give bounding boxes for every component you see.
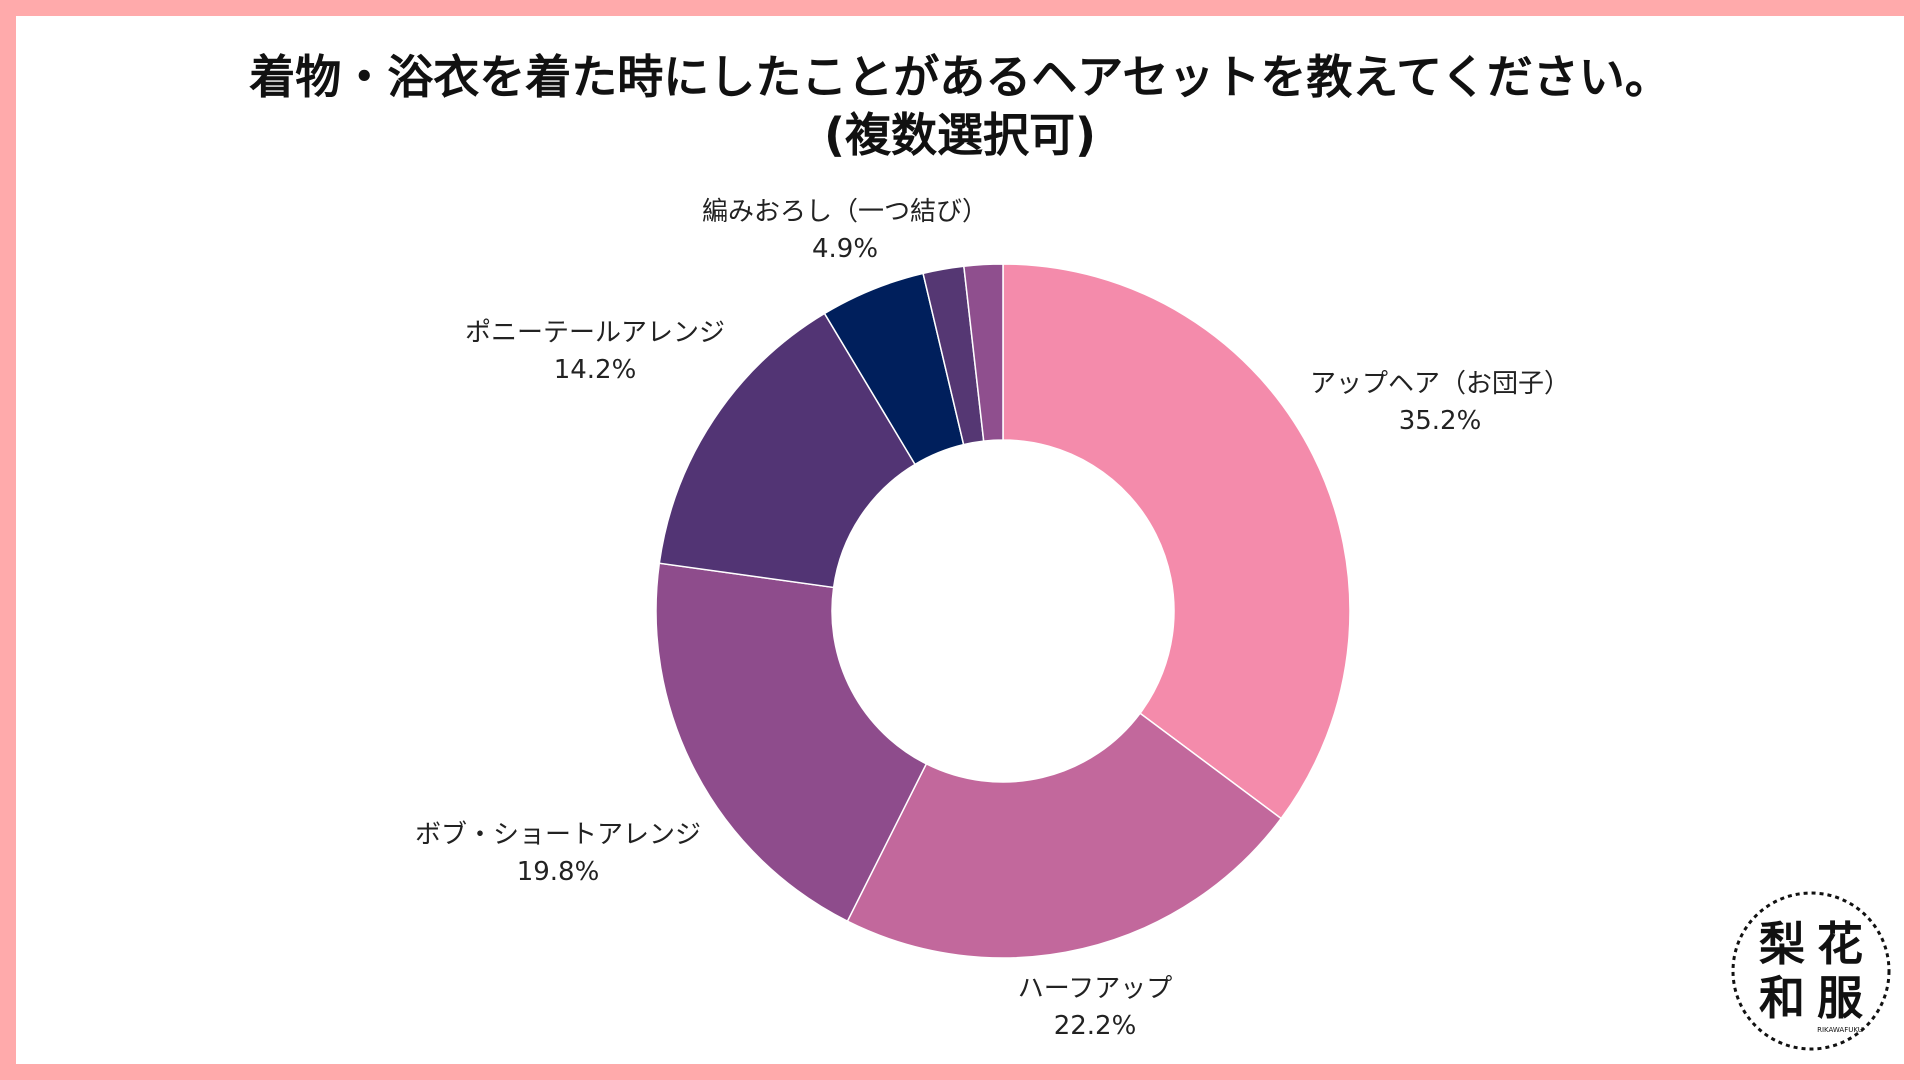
slice-value-5: 4.9% bbox=[812, 234, 878, 264]
donut-slice-3 bbox=[655, 562, 928, 923]
logo-char-4: 服 bbox=[1817, 971, 1863, 1025]
rikawafuku-logo: 梨 花 和 服 RIKAWAFUKU bbox=[1731, 891, 1891, 1051]
chart-title-line2: (複数選択可) bbox=[823, 108, 1097, 162]
slice-label-1: アップヘア（お団子） bbox=[1310, 369, 1570, 399]
logo-char-3: 和 bbox=[1759, 971, 1805, 1025]
donut-slice-7 bbox=[963, 263, 1004, 442]
slice-label-5: 編みおろし（一つ結び） bbox=[702, 197, 988, 227]
slice-value-2: 22.2% bbox=[1054, 1011, 1137, 1041]
slice-label-2: ハーフアップ bbox=[1018, 974, 1172, 1004]
donut-slice-1 bbox=[1002, 263, 1351, 820]
slice-label-4: ポニーテールアレンジ bbox=[465, 318, 725, 348]
slice-label-3: ボブ・ショートアレンジ bbox=[415, 820, 701, 850]
logo-char-2: 花 bbox=[1817, 917, 1863, 971]
donut-slice-2 bbox=[846, 712, 1283, 959]
chart-title-line1: 着物・浴衣を着た時にしたことがあるヘアセットを教えてください。 bbox=[249, 50, 1671, 104]
slice-value-3: 19.8% bbox=[517, 857, 600, 887]
logo-char-1: 梨 bbox=[1759, 917, 1805, 971]
logo-border bbox=[1731, 891, 1891, 1051]
donut-slice-4 bbox=[658, 312, 917, 589]
chart-title: 着物・浴衣を着た時にしたことがあるヘアセットを教えてください。 (複数選択可) bbox=[0, 48, 1920, 164]
slice-value-1: 35.2% bbox=[1399, 406, 1482, 436]
logo-small-text: RIKAWAFUKU bbox=[1817, 1026, 1863, 1034]
slice-value-4: 14.2% bbox=[554, 355, 637, 385]
